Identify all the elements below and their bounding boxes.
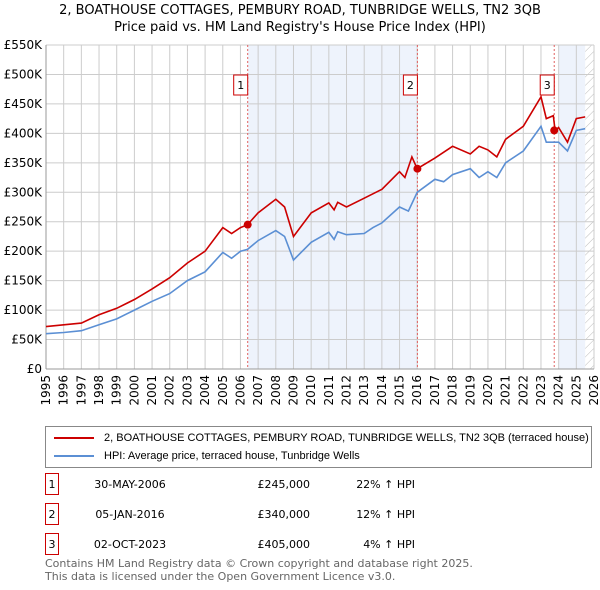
x-tick-label: 1999	[110, 375, 124, 406]
x-tick-label: 2016	[410, 375, 424, 406]
x-tick-label: 2009	[286, 375, 300, 406]
sale-point	[413, 164, 422, 173]
y-tick-label: £50K	[11, 333, 43, 347]
shaded-period	[558, 45, 586, 369]
legend-label-property: 2, BOATHOUSE COTTAGES, PEMBURY ROAD, TUN…	[104, 432, 589, 444]
price-chart: £0 £50K £100K £150K £200K £250K £300K £350K £400…	[4, 38, 600, 406]
x-tick-label: 1995	[39, 375, 53, 406]
x-tick-label: 2010	[304, 375, 318, 406]
y-tick-label: £450K	[4, 97, 44, 111]
transaction-marker: 3	[45, 533, 59, 555]
sale-label-box	[539, 74, 555, 96]
y-tick-label: £350K	[4, 156, 44, 170]
sale-point	[550, 126, 559, 135]
x-tick-label: 2024	[552, 375, 566, 406]
x-tick-label: 2005	[216, 375, 230, 406]
legend-swatch-hpi	[54, 455, 94, 457]
transaction-hpi-diff: 12% ↑ HPI	[356, 507, 415, 521]
y-tick-label: £300K	[4, 185, 44, 199]
transaction-hpi-diff: 22% ↑ HPI	[356, 477, 415, 491]
chart-title: 2, BOATHOUSE COTTAGES, PEMBURY ROAD, TUN…	[59, 3, 541, 18]
transaction-date: 02-OCT-2023	[93, 537, 167, 551]
x-tick-label: 2004	[198, 375, 212, 406]
x-tick-label: 2012	[340, 375, 354, 406]
x-tick-label: 2026	[587, 375, 600, 406]
transaction-price: £405,000	[257, 537, 311, 551]
y-tick-label: £550K	[4, 38, 44, 52]
sale-label-box	[233, 74, 249, 96]
transaction-marker: 1	[45, 473, 59, 495]
x-tick-label: 2006	[233, 375, 247, 406]
x-tick-label: 2002	[163, 375, 177, 406]
x-tick-label: 2001	[145, 375, 159, 406]
sale-point	[243, 220, 252, 229]
y-tick-label: £400K	[4, 126, 44, 140]
x-tick-label: 2025	[569, 375, 583, 406]
y-tick-label: £150K	[4, 274, 44, 288]
x-tick-label: 1996	[57, 375, 71, 406]
hpi-line	[45, 124, 586, 335]
footer-copyright: Contains HM Land Registry data © Crown c…	[45, 557, 473, 570]
x-tick-label: 2003	[180, 375, 194, 406]
sale-label: 3	[544, 79, 551, 92]
footer-licence: This data is licensed under the Open Gov…	[45, 570, 396, 583]
x-tick-label: 2017	[428, 375, 442, 406]
chart-subtitle: Price paid vs. HM Land Registry's House …	[114, 20, 486, 35]
x-tick-label: 2020	[481, 375, 495, 406]
x-tick-label: 2014	[375, 375, 389, 406]
transaction-marker: 2	[45, 503, 59, 525]
x-tick-label: 2021	[499, 375, 513, 406]
transaction-price: £245,000	[257, 477, 311, 491]
x-tick-label: 2007	[251, 375, 265, 406]
x-tick-label: 2022	[516, 375, 530, 406]
transaction-date: 05-JAN-2016	[95, 507, 165, 521]
legend-swatch-property	[54, 437, 94, 439]
sale-label: 1	[237, 79, 244, 92]
transaction-row: 1 30-MAY-2006 £245,000 22% ↑ HPI	[45, 473, 415, 495]
footer: Contains HM Land Registry data © Crown c…	[45, 557, 473, 583]
y-tick-label: £100K	[4, 303, 44, 317]
transaction-row: 3 02-OCT-2023 £405,000 4% ↑ HPI	[45, 533, 415, 555]
x-tick-label: 2018	[446, 375, 460, 406]
legend-label-hpi: HPI: Average price, terraced house, Tunb…	[104, 450, 360, 462]
transaction-hpi-diff: 4% ↑ HPI	[363, 537, 415, 551]
x-tick-label: 2023	[534, 375, 548, 406]
forecast-hatch	[585, 45, 594, 369]
property-price-line	[45, 94, 586, 328]
transaction-row: 2 05-JAN-2016 £340,000 12% ↑ HPI	[45, 503, 415, 525]
x-tick-label: 2000	[127, 375, 141, 406]
y-tick-label: £0	[27, 362, 42, 376]
transaction-date: 30-MAY-2006	[94, 477, 166, 491]
x-tick-label: 2008	[269, 375, 283, 406]
x-tick-label: 1998	[92, 375, 106, 406]
y-tick-label: £500K	[4, 67, 44, 81]
transaction-price: £340,000	[257, 507, 311, 521]
y-tick-label: £250K	[4, 215, 44, 229]
x-tick-label: 2011	[322, 375, 336, 406]
sale-label-box	[402, 74, 418, 96]
x-tick-label: 2019	[463, 375, 477, 406]
x-tick-label: 2013	[357, 375, 371, 406]
y-tick-label: £200K	[4, 244, 44, 258]
x-tick-label: 1997	[74, 375, 88, 406]
legend: 2, BOATHOUSE COTTAGES, PEMBURY ROAD, TUN…	[45, 426, 592, 468]
x-tick-label: 2015	[393, 375, 407, 406]
sale-label: 2	[407, 79, 414, 92]
